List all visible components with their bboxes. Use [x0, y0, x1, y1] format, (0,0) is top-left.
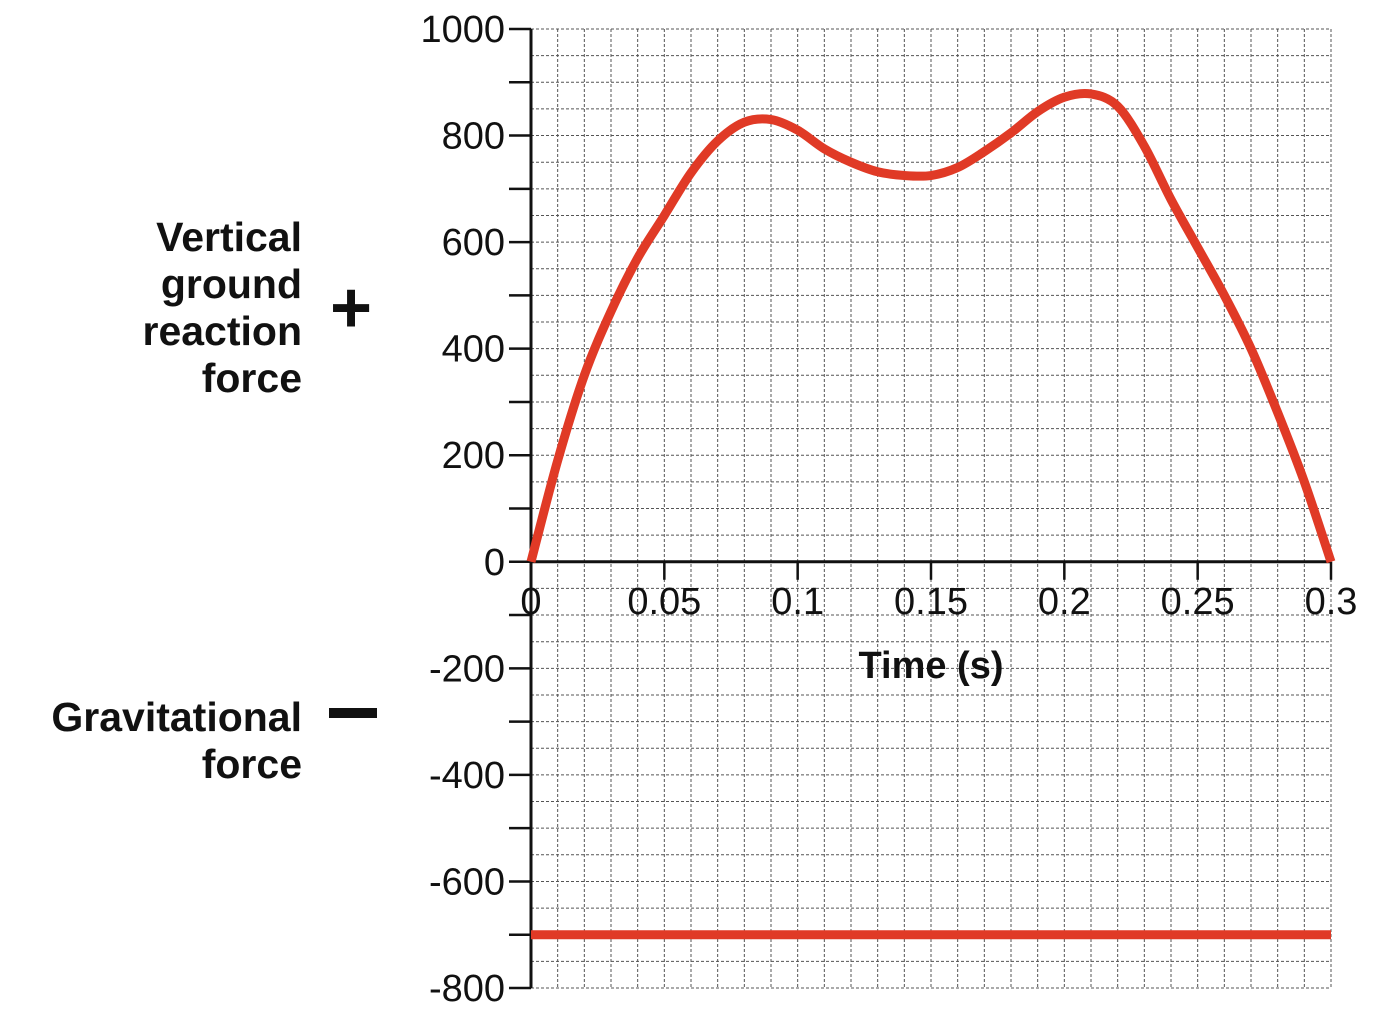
vgrf-label-line: ground: [160, 261, 302, 307]
y-tick-label: -400: [429, 755, 505, 797]
x-tick-label: 0.2: [1038, 581, 1091, 623]
y-tick-label: -200: [429, 648, 505, 690]
plus-sign: +: [330, 268, 373, 348]
gravitational-force-label: Gravitational force: [51, 694, 302, 788]
x-tick-label: 0.1: [771, 581, 824, 623]
data-series: [526, 88, 1336, 940]
y-tick-label: -800: [429, 968, 505, 1010]
minus-sign: [329, 708, 377, 718]
vgrf-label-line: reaction: [142, 308, 303, 354]
y-tick-label: 1000: [420, 9, 505, 51]
vertical-ground-reaction-force-label: Vertical ground reaction force: [143, 214, 303, 402]
gravity-label-line: force: [201, 741, 302, 787]
vgrf-label-line: force: [201, 355, 302, 401]
y-tick-label: 800: [442, 116, 505, 158]
x-tick-label: 0.15: [894, 581, 968, 623]
tick-labels: 1000 800 600 400 200 0 -200 -400 -600 -800 0 0.05 0.…: [420, 9, 1357, 1010]
vertical-ground-reaction-force-line: [526, 88, 1336, 564]
vgrf-label-line: Vertical: [156, 214, 302, 260]
gravity-label-line: Gravitational: [51, 694, 302, 740]
y-tick-label: 600: [442, 222, 505, 264]
chart-axes: [509, 27, 1333, 990]
y-tick-label: 0: [484, 542, 505, 584]
y-tick-label: -600: [429, 861, 505, 903]
y-tick-label: 200: [442, 435, 505, 477]
x-axis-label: Time (s): [858, 645, 1003, 687]
x-tick-label: 0.25: [1161, 581, 1235, 623]
y-tick-label: 400: [442, 329, 505, 371]
x-tick-label: 0.05: [627, 581, 701, 623]
x-tick-label: 0: [520, 581, 541, 623]
x-tick-label: 0.3: [1305, 581, 1358, 623]
